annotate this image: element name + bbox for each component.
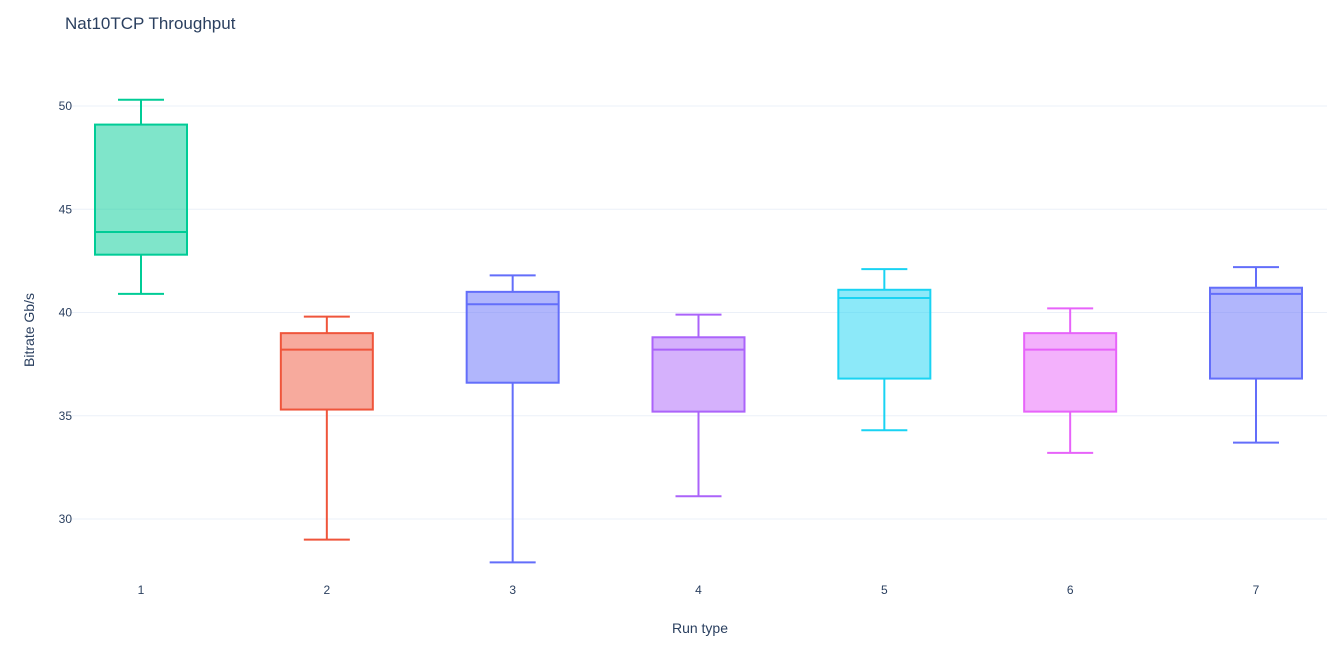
x-tick-label: 2 — [323, 583, 330, 597]
box-7 — [1209, 266, 1303, 444]
x-tick-label: 1 — [138, 583, 145, 597]
x-tick-label: 6 — [1067, 583, 1074, 597]
iqr-box — [1023, 332, 1118, 413]
y-axis-title: Bitrate Gb/s — [21, 293, 37, 367]
chart-title: Nat10TCP Throughput — [65, 14, 236, 33]
y-tick-label: 35 — [59, 409, 73, 423]
iqr-box — [837, 288, 932, 380]
y-tick-label: 30 — [59, 512, 73, 526]
x-axis-ticks: 1 2 3 4 5 6 7 — [138, 583, 1260, 597]
iqr-box — [651, 336, 746, 413]
box-3 — [465, 274, 560, 564]
y-tick-label: 40 — [59, 306, 73, 320]
box-2 — [279, 315, 374, 541]
x-tick-label: 5 — [881, 583, 888, 597]
x-tick-label: 3 — [509, 583, 516, 597]
box-4 — [651, 313, 746, 498]
y-tick-label: 50 — [59, 99, 73, 113]
iqr-box — [465, 290, 560, 384]
box-5 — [837, 268, 932, 432]
x-tick-label: 4 — [695, 583, 702, 597]
y-axis-ticks: 30 35 40 45 50 — [59, 99, 73, 526]
y-tick-label: 45 — [59, 202, 73, 216]
boxes — [94, 98, 1303, 564]
box-6 — [1023, 307, 1118, 454]
iqr-box — [279, 332, 374, 411]
x-tick-label: 7 — [1253, 583, 1260, 597]
x-axis-title: Run type — [672, 620, 728, 636]
box-1 — [94, 98, 188, 295]
iqr-box — [94, 123, 188, 256]
iqr-box — [1209, 286, 1303, 380]
